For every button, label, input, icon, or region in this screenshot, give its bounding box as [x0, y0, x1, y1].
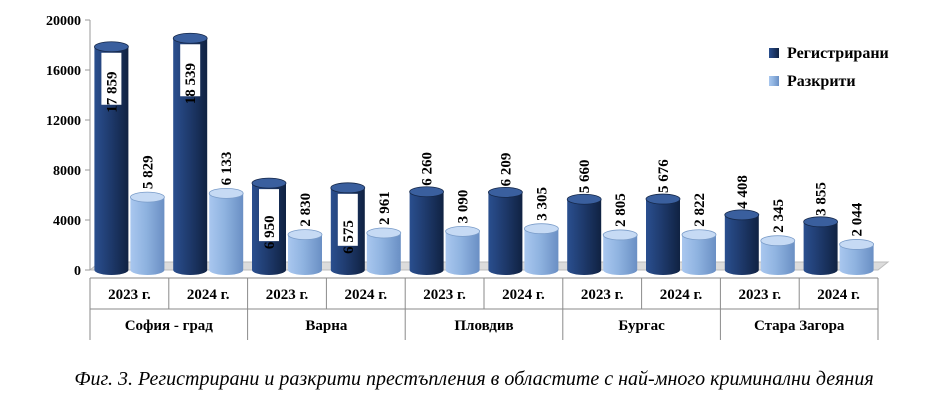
bar-registered: [409, 186, 445, 275]
data-label-solved: 2 044: [850, 202, 866, 236]
data-label-registered: 6 260: [420, 152, 436, 186]
x-year-label: 2023 г.: [108, 287, 151, 303]
bar-solved: [839, 239, 874, 275]
bar-solved: [602, 229, 638, 275]
figure-caption: Фиг. 3. Регистрирани и разкрити престъпл…: [74, 368, 874, 390]
data-label-registered: 4 408: [735, 175, 751, 209]
data-label-registered: 5 676: [656, 159, 672, 193]
data-label-registered: 5 660: [577, 160, 593, 194]
y-axis: 0 4000 8000 12000 16000 20000: [46, 14, 91, 279]
data-label-box: [180, 44, 201, 97]
x-year-label: 2024 г.: [187, 287, 230, 303]
data-label-solved: 5 829: [140, 155, 156, 189]
data-label-solved: 2 961: [377, 191, 393, 225]
bar-solved: [366, 227, 402, 275]
bar-solved: [287, 229, 323, 275]
data-label-box: [259, 189, 279, 242]
x-year-label: 2023 г.: [266, 287, 309, 303]
x-year-label: 2024 г.: [344, 287, 387, 303]
data-label-registered: 6 209: [498, 153, 514, 187]
data-label-solved: 2 345: [771, 199, 787, 233]
bar-registered: [566, 193, 602, 275]
data-label-box: [337, 193, 358, 246]
legend-label-registered: Регистрирани: [787, 45, 889, 62]
x-year-label: 2024 г.: [817, 287, 860, 303]
y-tick-label: 16000: [46, 64, 81, 79]
x-region-label: Бургас: [618, 318, 665, 334]
y-tick-label: 20000: [46, 14, 81, 29]
x-year-label: 2024 г.: [660, 287, 703, 303]
x-year-label: 2023 г.: [738, 287, 781, 303]
legend: Регистрирани Разкрити: [769, 45, 889, 90]
data-label-solved: 3 090: [456, 190, 472, 224]
x-region-label: Стара Загора: [754, 318, 845, 334]
x-axis-table: 2023 г. 2024 г. София - град 2023 г. 2024 г.…: [89, 277, 879, 340]
data-label-registered: 6 950: [262, 215, 278, 249]
bar-solved: [208, 187, 244, 275]
x-year-label: 2024 г.: [502, 287, 545, 303]
bar-solved: [524, 223, 559, 275]
bar-solved: [760, 235, 796, 275]
bar-solved: [445, 225, 481, 275]
data-label-solved: 2 822: [692, 193, 708, 227]
bar-solved: [681, 229, 717, 275]
x-year-label: 2023 г.: [581, 287, 624, 303]
bar-solved: [129, 191, 165, 275]
legend-swatch-registered: [769, 48, 779, 58]
bar-registered: [803, 216, 838, 275]
data-label-registered: 3 855: [814, 182, 830, 216]
data-labels-layer: 17 859 5 829 18 539 6 133 6 950 2 830 6 575 2 9…: [101, 44, 866, 254]
y-tick-label: 8000: [53, 164, 81, 179]
bar-registered: [645, 193, 681, 275]
x-region-label: Пловдив: [454, 318, 513, 334]
legend-swatch-solved: [769, 76, 779, 86]
data-label-solved: 6 133: [219, 152, 235, 186]
x-region-label: Варна: [305, 318, 347, 334]
bar-registered: [724, 209, 760, 275]
data-label-solved: 2 830: [298, 193, 314, 227]
legend-label-solved: Разкрити: [787, 73, 856, 90]
y-tick-label: 0: [74, 264, 81, 279]
bar-chart: 0 4000 8000 12000 16000 20000 17 859 5 829 18 5…: [46, 14, 890, 340]
data-label-registered: 18 539: [183, 63, 199, 104]
data-label-registered: 17 859: [104, 72, 120, 113]
x-region-label: София - град: [125, 318, 214, 334]
data-label-solved: 3 305: [534, 187, 550, 221]
x-year-label: 2023 г.: [423, 287, 466, 303]
bar-registered: [487, 186, 523, 275]
y-tick-label: 12000: [46, 114, 81, 129]
bar-registered: [172, 32, 208, 276]
data-label-solved: 2 805: [613, 193, 629, 227]
bars-layer: [94, 32, 874, 276]
y-tick-label: 4000: [53, 214, 81, 229]
data-label-registered: 6 575: [341, 220, 357, 254]
data-label-box: [101, 52, 122, 105]
